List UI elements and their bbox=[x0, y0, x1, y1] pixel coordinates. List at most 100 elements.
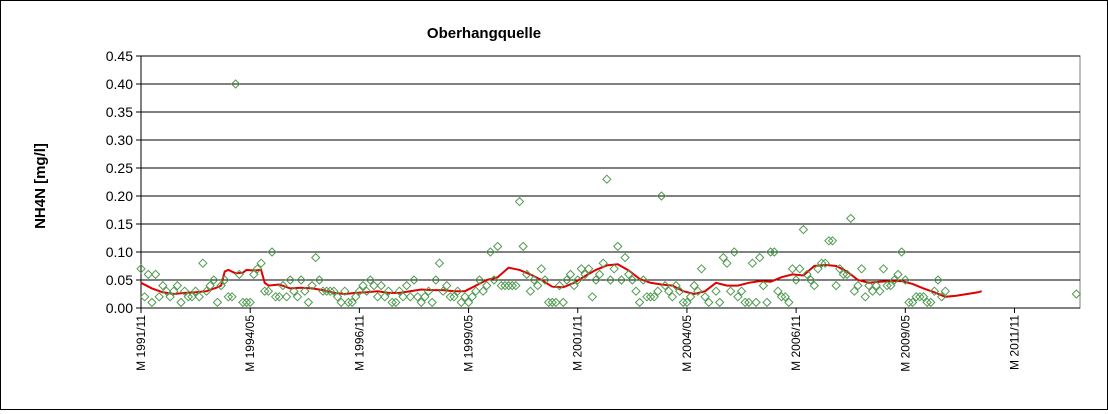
y-tick-label: 0.15 bbox=[106, 216, 133, 232]
data-point bbox=[747, 258, 758, 268]
data-point bbox=[649, 292, 659, 302]
x-tick-label: M 1991/11 bbox=[134, 315, 148, 371]
data-point bbox=[722, 258, 732, 268]
data-point bbox=[871, 280, 881, 291]
data-point bbox=[820, 258, 830, 268]
data-point bbox=[616, 275, 627, 285]
data-point bbox=[831, 280, 841, 291]
data-point bbox=[474, 275, 485, 285]
data-point bbox=[161, 286, 172, 296]
data-point bbox=[391, 297, 401, 308]
data-point bbox=[853, 280, 863, 291]
data-point bbox=[227, 292, 237, 302]
data-point bbox=[314, 275, 325, 285]
data-point bbox=[660, 280, 670, 291]
data-point bbox=[263, 286, 274, 296]
data-point bbox=[292, 292, 303, 302]
data-point bbox=[733, 292, 743, 302]
data-point bbox=[369, 280, 379, 291]
data-point bbox=[860, 292, 870, 302]
data-point bbox=[835, 264, 845, 274]
data-point bbox=[158, 280, 168, 291]
data-point bbox=[645, 292, 656, 302]
data-point bbox=[776, 292, 787, 302]
data-point bbox=[711, 286, 721, 296]
data-point bbox=[562, 275, 572, 285]
data-point bbox=[685, 292, 696, 302]
data-point bbox=[216, 280, 226, 291]
data-point bbox=[318, 286, 328, 296]
data-point bbox=[602, 174, 612, 184]
data-point bbox=[267, 247, 277, 257]
data-point bbox=[249, 269, 259, 280]
data-point bbox=[613, 241, 623, 252]
data-point bbox=[500, 280, 510, 291]
data-point bbox=[234, 269, 244, 280]
data-point bbox=[321, 286, 332, 296]
data-point bbox=[875, 286, 885, 296]
data-point bbox=[620, 252, 630, 263]
data-point bbox=[926, 297, 936, 308]
data-point bbox=[245, 297, 255, 308]
y-tick-label: 0.35 bbox=[106, 104, 133, 120]
data-point bbox=[536, 264, 547, 274]
data-point bbox=[241, 297, 252, 308]
data-point bbox=[471, 286, 481, 296]
data-point bbox=[518, 241, 528, 252]
data-point bbox=[209, 275, 219, 285]
data-point bbox=[547, 297, 557, 308]
data-point bbox=[194, 292, 204, 302]
data-point bbox=[543, 297, 554, 308]
data-point bbox=[147, 297, 157, 308]
data-point bbox=[438, 286, 448, 296]
data-point bbox=[689, 280, 699, 291]
data-point bbox=[605, 275, 616, 285]
data-point bbox=[755, 252, 765, 263]
data-point bbox=[667, 292, 678, 302]
data-point bbox=[351, 292, 361, 302]
data-point bbox=[751, 297, 761, 308]
data-point bbox=[329, 286, 339, 296]
data-point bbox=[740, 297, 750, 308]
chart-title: Oberhangquelle bbox=[427, 25, 541, 42]
x-tick-label: M 1994/05 bbox=[243, 315, 257, 372]
data-point bbox=[423, 286, 434, 296]
data-point bbox=[729, 247, 739, 257]
data-point bbox=[922, 297, 932, 308]
data-point bbox=[427, 297, 437, 308]
data-point bbox=[365, 275, 375, 285]
data-point bbox=[529, 275, 539, 285]
data-point bbox=[358, 280, 368, 291]
data-point bbox=[889, 275, 900, 285]
data-point bbox=[463, 297, 474, 308]
data-point bbox=[878, 264, 889, 274]
x-tick-label: M 1999/05 bbox=[462, 315, 476, 372]
data-point bbox=[856, 264, 867, 274]
data-point bbox=[780, 292, 790, 302]
data-point bbox=[169, 286, 179, 296]
data-point bbox=[325, 286, 335, 296]
data-point bbox=[522, 269, 532, 280]
x-tick-label: M 2001/11 bbox=[571, 315, 585, 371]
data-point bbox=[383, 286, 394, 296]
data-point bbox=[791, 275, 801, 285]
y-tick-label: 0.25 bbox=[106, 160, 133, 176]
data-point bbox=[744, 297, 754, 308]
data-point bbox=[485, 247, 496, 257]
data-point bbox=[893, 269, 903, 280]
data-point bbox=[205, 280, 215, 291]
data-point bbox=[136, 264, 146, 274]
data-point bbox=[765, 247, 776, 257]
data-point bbox=[609, 264, 619, 274]
x-tick-label: M 2004/05 bbox=[680, 315, 694, 372]
data-point bbox=[198, 258, 208, 268]
data-point bbox=[533, 280, 543, 291]
data-point bbox=[176, 297, 186, 308]
data-point bbox=[372, 292, 383, 302]
data-point bbox=[420, 292, 430, 302]
data-point bbox=[278, 280, 288, 291]
data-point bbox=[154, 292, 164, 302]
data-point bbox=[638, 275, 648, 285]
data-point bbox=[795, 264, 805, 274]
data-point bbox=[580, 269, 590, 280]
